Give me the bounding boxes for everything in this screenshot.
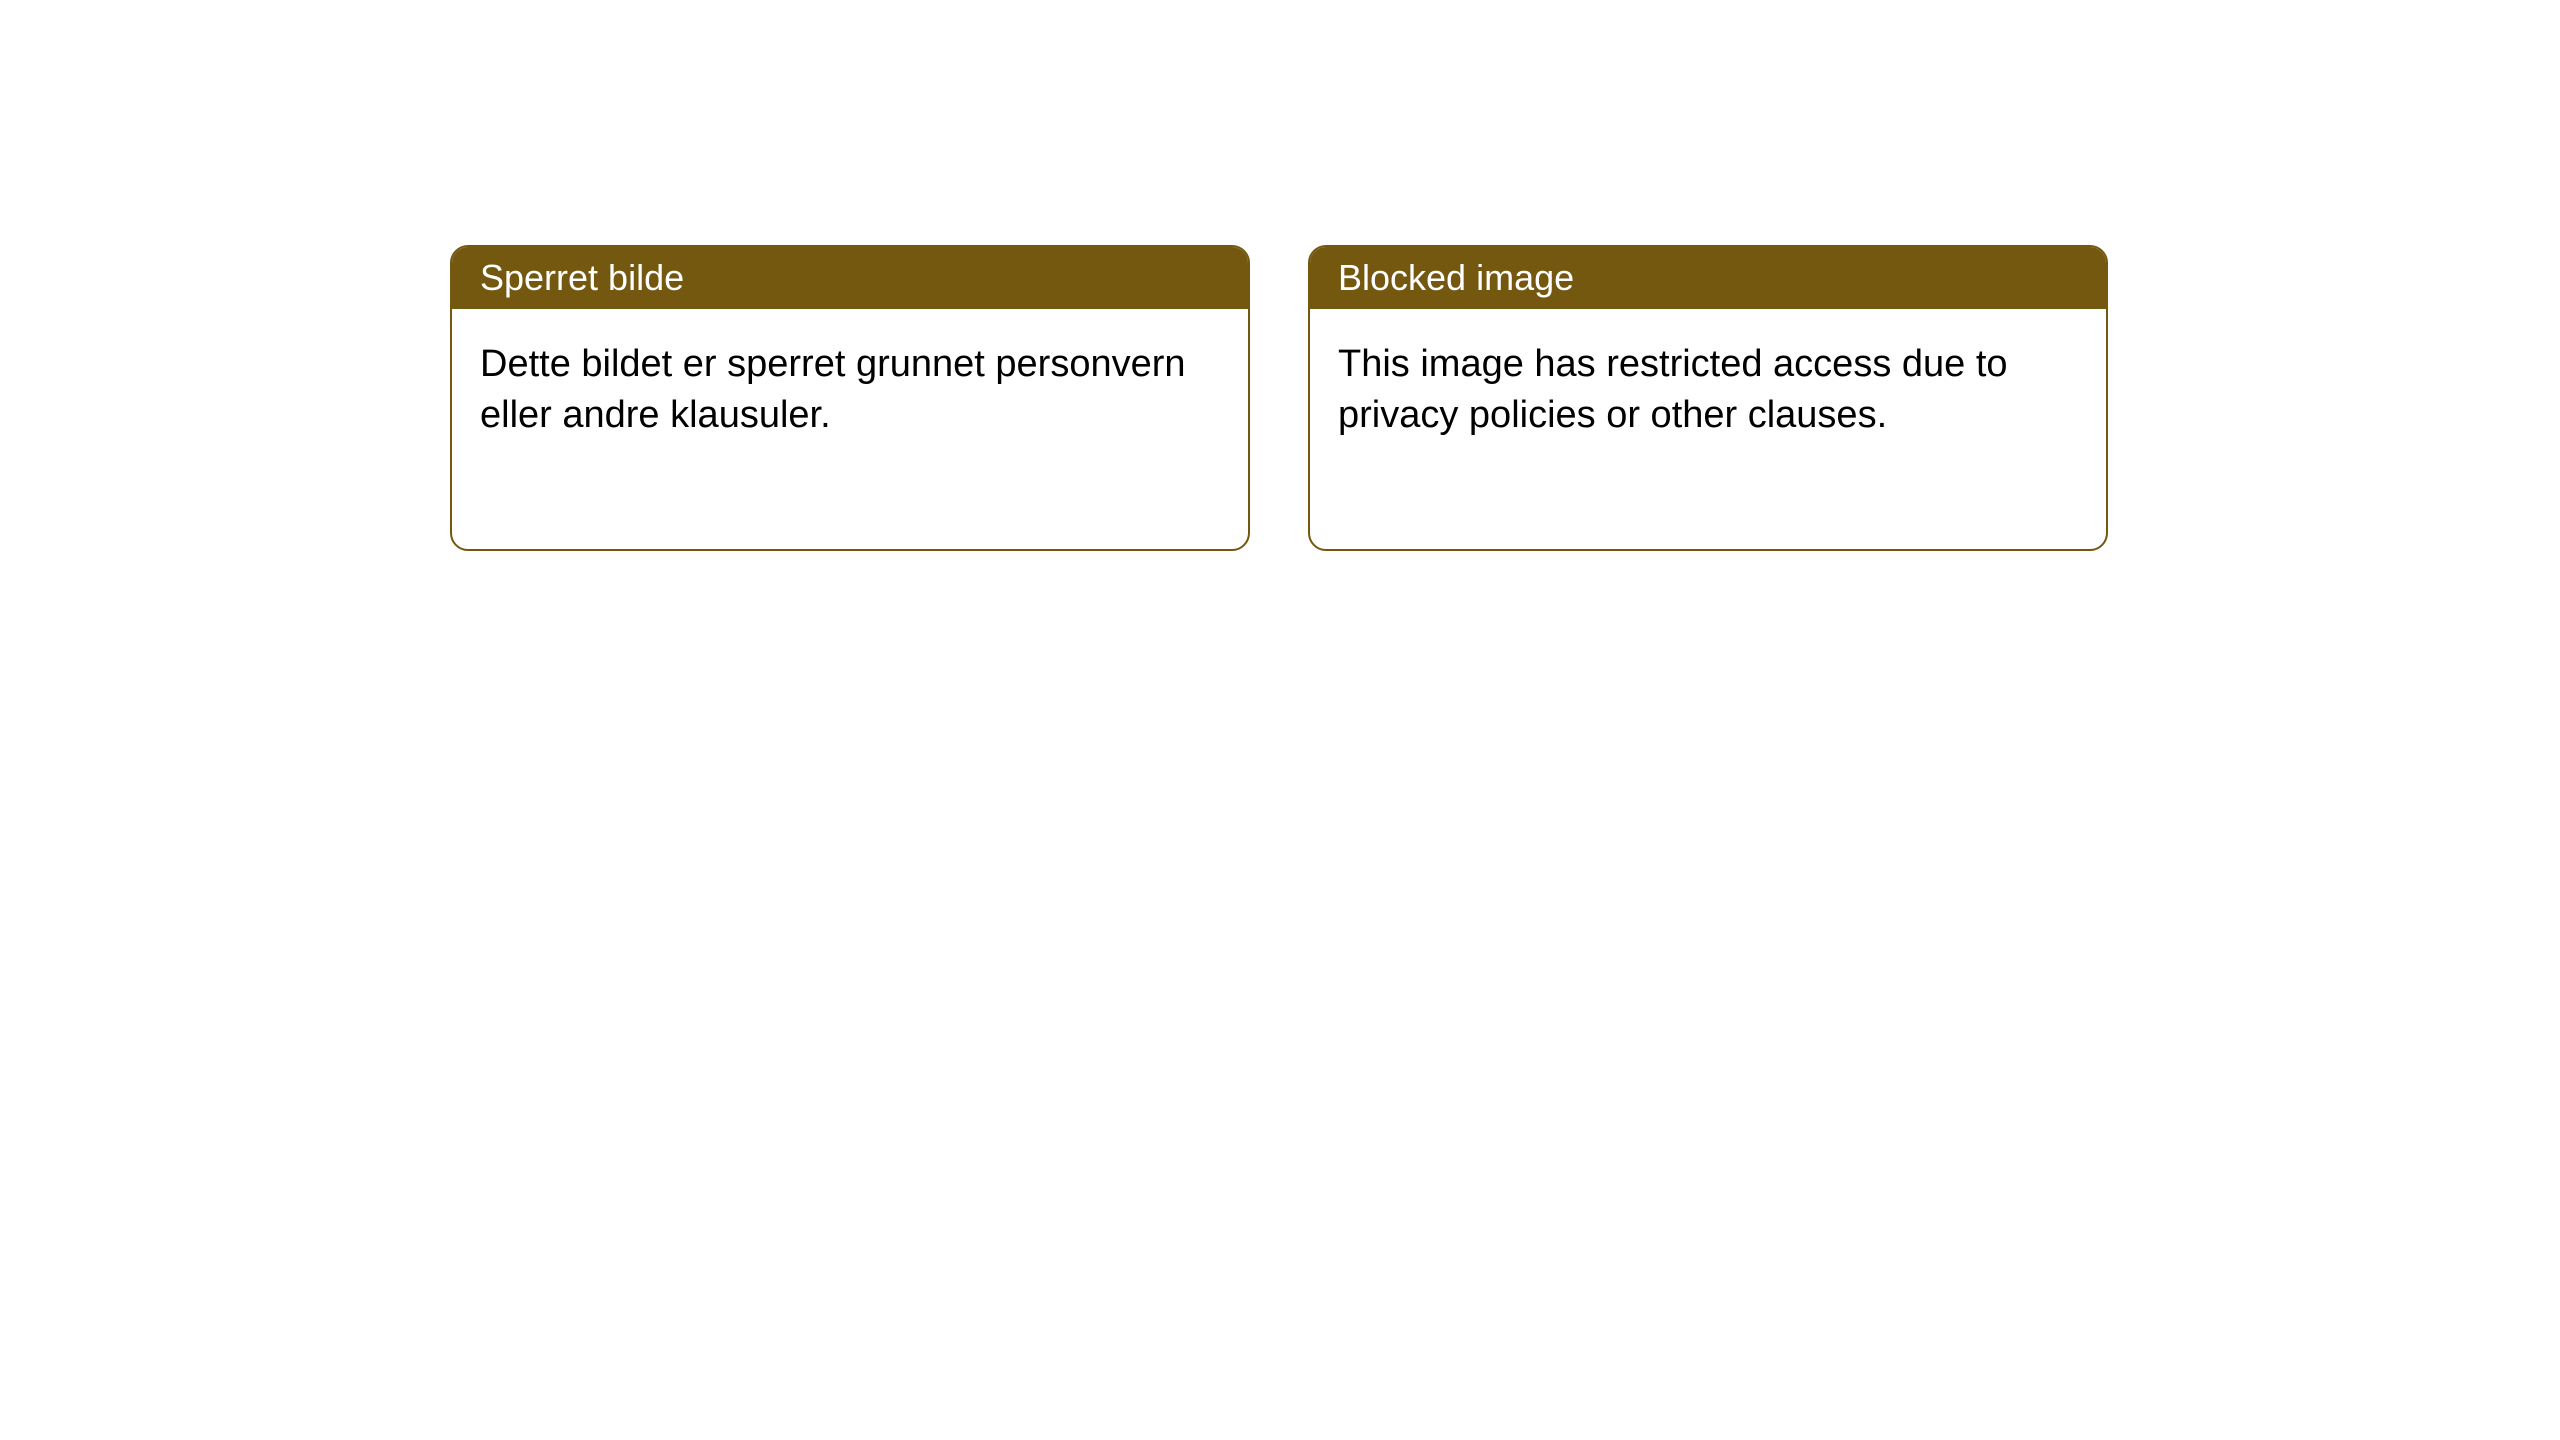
notice-body-english: This image has restricted access due to …	[1310, 309, 2106, 549]
notice-title-english: Blocked image	[1310, 247, 2106, 309]
notice-body-norwegian: Dette bildet er sperret grunnet personve…	[452, 309, 1248, 549]
notice-container: Sperret bilde Dette bildet er sperret gr…	[0, 0, 2560, 551]
notice-title-norwegian: Sperret bilde	[452, 247, 1248, 309]
notice-card-norwegian: Sperret bilde Dette bildet er sperret gr…	[450, 245, 1250, 551]
notice-card-english: Blocked image This image has restricted …	[1308, 245, 2108, 551]
